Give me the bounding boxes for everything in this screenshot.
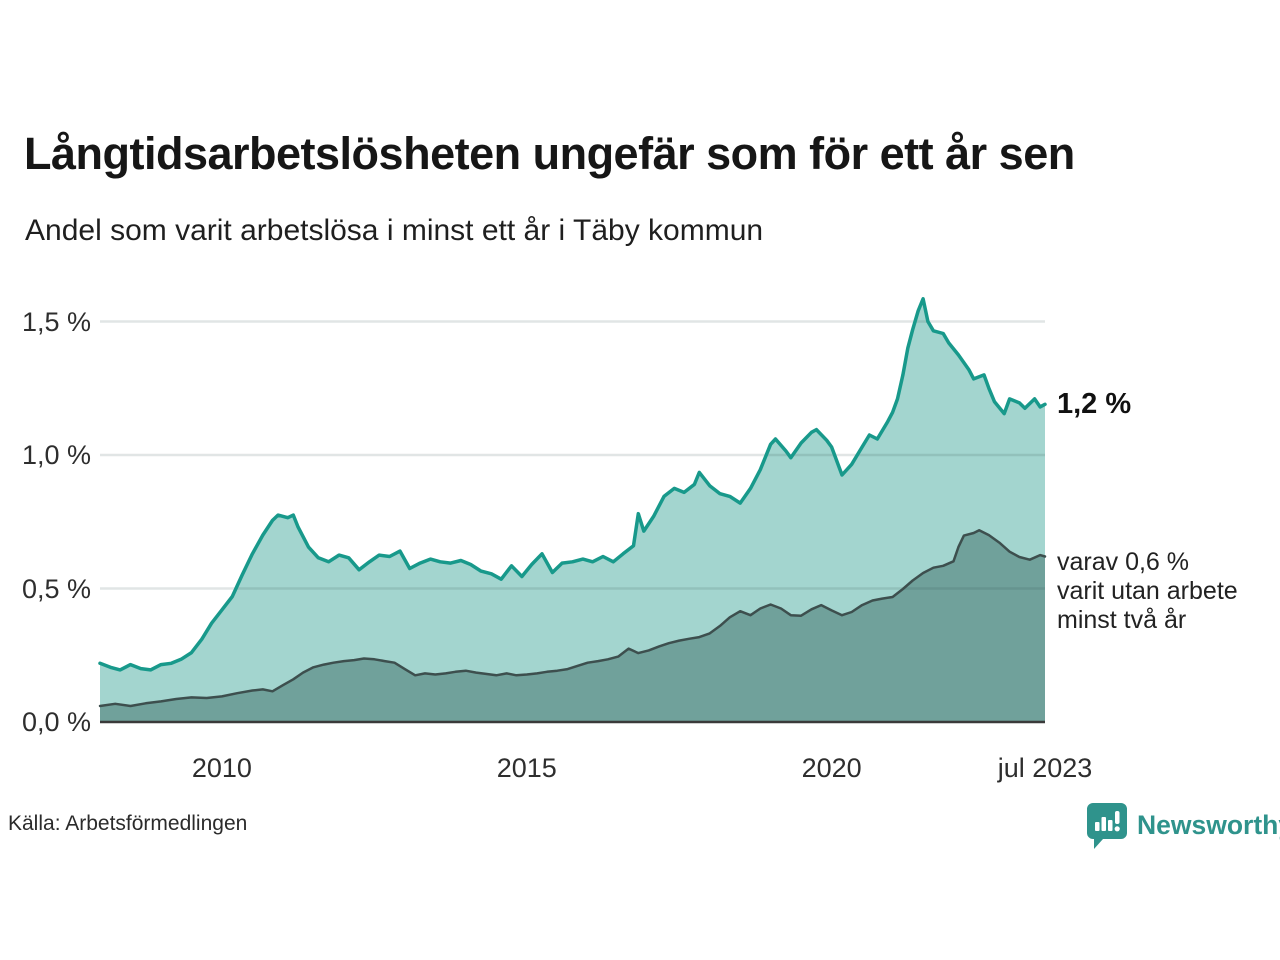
chart-subtitle: Andel som varit arbetslösa i minst ett å… <box>25 214 764 247</box>
series-line-0 <box>98 297 1047 672</box>
y-tick-label: 0,0 % <box>22 707 92 737</box>
newsworthy-logo: Newsworthy <box>1086 800 1280 850</box>
y-tick-label: 1,5 % <box>22 306 92 337</box>
area-fill-series-1 <box>100 530 1045 722</box>
subset-annotation-line: varav 0,6 % <box>1057 548 1190 577</box>
x-tick-label: 2020 <box>801 753 862 783</box>
subset-annotation: varav 0,6 % varit utan arbete minst två … <box>1057 548 1238 635</box>
brand-name: Newsworthy <box>1137 809 1280 840</box>
bar-chart-speech-bubble-icon <box>1087 803 1127 849</box>
y-tick-label: 0,5 % <box>22 573 92 604</box>
x-tick-label: jul 2023 <box>997 753 1093 783</box>
x-tick-label: 2010 <box>191 753 252 783</box>
y-tick-label: 1,0 % <box>22 440 92 470</box>
subset-annotation-line: varit utan arbete <box>1057 577 1238 606</box>
source-credit: Källa: Arbetsförmedlingen <box>8 812 248 835</box>
x-tick-label: 2015 <box>496 753 557 783</box>
subset-annotation-line: minst två år <box>1057 606 1187 635</box>
latest-value-label: 1,2 % <box>1057 388 1132 421</box>
page-title: Långtidsarbetslösheten ungefär som för e… <box>24 128 1075 179</box>
series-line-1 <box>98 529 1047 708</box>
